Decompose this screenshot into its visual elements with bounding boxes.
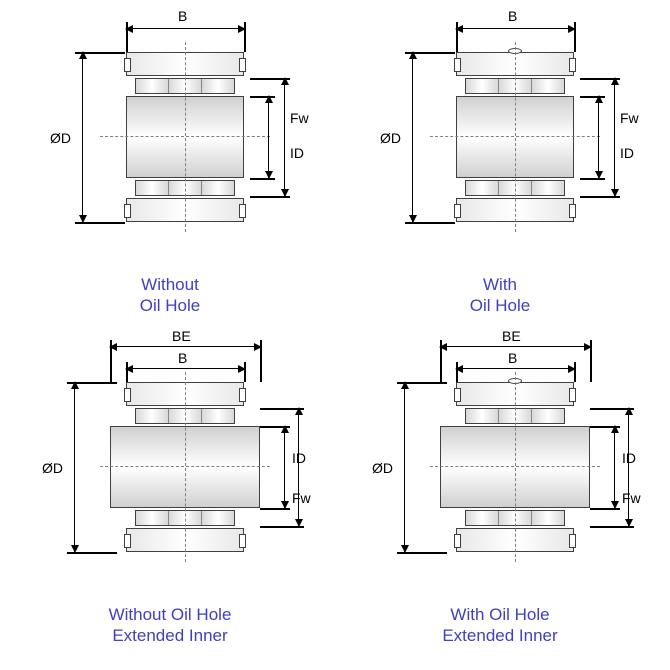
dim-ID	[614, 426, 615, 508]
centerline	[515, 372, 516, 562]
label-ID: ID	[292, 450, 306, 466]
label-Fw: Fw	[620, 110, 639, 126]
dim-B	[456, 368, 575, 369]
dim-ID	[598, 96, 599, 178]
dim-BE	[440, 346, 591, 347]
caption-line: Extended Inner	[112, 626, 227, 645]
bearing-section	[450, 52, 580, 222]
drawing-area: BE B ØD ID Fw	[350, 340, 650, 600]
label-OD: ØD	[380, 130, 401, 146]
drawing-area: BE B ØD ID Fw	[20, 340, 320, 600]
dim-Fw	[628, 408, 629, 526]
dim-OD	[82, 52, 83, 222]
dim-BE	[110, 346, 261, 347]
label-Fw: Fw	[622, 490, 641, 506]
drawing-area: B ØD Fw ID	[350, 10, 650, 270]
label-OD: ØD	[42, 460, 63, 476]
bearing-section	[450, 382, 580, 552]
label-B: B	[178, 350, 187, 366]
label-BE: BE	[502, 328, 521, 344]
dim-OD	[412, 52, 413, 222]
caption-line: With Oil Hole	[450, 605, 549, 624]
bearing-section	[120, 382, 250, 552]
dim-Fw	[614, 78, 615, 196]
label-Fw: Fw	[292, 490, 311, 506]
centerline	[515, 42, 516, 232]
diagram-without-oil: B ØD Fw ID Without Oil Hole	[10, 10, 330, 330]
label-OD: ØD	[50, 130, 71, 146]
dim-Fw	[298, 408, 299, 526]
dim-B	[126, 368, 245, 369]
caption: Without Oil Hole Extended Inner	[109, 604, 232, 647]
dim-ID	[268, 96, 269, 178]
caption: Without Oil Hole	[140, 274, 200, 317]
label-ID: ID	[622, 450, 636, 466]
label-OD: ØD	[372, 460, 393, 476]
caption-line: With	[483, 275, 517, 294]
label-BE: BE	[172, 328, 191, 344]
caption-line: Extended Inner	[442, 626, 557, 645]
dim-ID	[284, 426, 285, 508]
caption-line: Oil Hole	[140, 296, 200, 315]
label-ID: ID	[620, 145, 634, 161]
dim-B	[126, 28, 245, 29]
diagram-without-oil-extended: BE B ØD ID Fw Without Oil Hole Extended …	[10, 340, 330, 660]
label-B: B	[178, 8, 187, 24]
dim-OD	[404, 382, 405, 552]
diagram-with-oil: B ØD Fw ID With Oil Hole	[340, 10, 660, 330]
bearing-section	[120, 52, 250, 222]
label-B: B	[508, 8, 517, 24]
diagram-with-oil-extended: BE B ØD ID Fw With Oil Hole Extended Inn…	[340, 340, 660, 660]
dim-Fw	[284, 78, 285, 196]
diagram-grid: B ØD Fw ID Without Oil Hole	[0, 0, 670, 670]
label-Fw: Fw	[290, 110, 309, 126]
centerline	[185, 372, 186, 562]
caption: With Oil Hole	[470, 274, 530, 317]
centerline	[185, 42, 186, 232]
caption-line: Without Oil Hole	[109, 605, 232, 624]
caption-line: Oil Hole	[470, 296, 530, 315]
caption: With Oil Hole Extended Inner	[442, 604, 557, 647]
drawing-area: B ØD Fw ID	[20, 10, 320, 270]
label-ID: ID	[290, 145, 304, 161]
dim-OD	[74, 382, 75, 552]
caption-line: Without	[141, 275, 199, 294]
label-B: B	[508, 350, 517, 366]
dim-B	[456, 28, 575, 29]
